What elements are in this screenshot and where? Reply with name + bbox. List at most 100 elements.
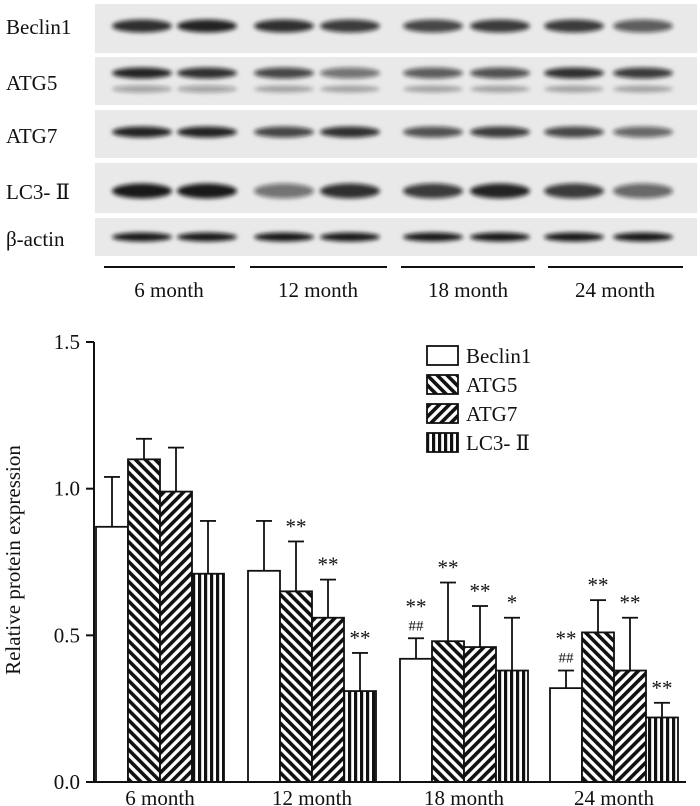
blot-band [254,126,314,138]
blot-band [613,183,673,199]
blot-band [403,183,463,199]
significance-star: ** [350,626,371,650]
bar-atg7-4 [613,669,647,783]
blot-band [177,85,237,93]
significance-star: ** [318,553,339,577]
y-tick-label: 0.5 [54,623,80,647]
blot-row-label-atg5: ATG5 [6,71,57,95]
blot-band [544,232,604,242]
blot-strip [95,57,697,105]
blot-band [254,232,314,242]
blot-band [403,85,463,93]
blot-band [112,183,172,199]
blot-group-label-24-month: 24 month [575,278,655,302]
significance-star: ** [438,556,459,580]
significance-star: ** [406,594,427,618]
blot-band [177,19,237,33]
blot-band [544,19,604,33]
blot-group-label-12-month: 12 month [278,278,358,302]
legend-swatch [426,345,459,366]
significance-star: ** [652,676,673,700]
blot-band [177,232,237,242]
bar-atg5-3 [431,640,465,783]
y-axis-label: Relative protein expression [1,445,25,675]
blot-band [254,19,314,33]
legend-swatch [426,403,459,424]
bar-lc3-1 [191,572,225,783]
bar-atg5-1 [127,458,161,783]
y-tick-label: 1.0 [54,477,80,501]
blot-row-label-beclin1: Beclin1 [6,15,71,39]
blot-band [403,232,463,242]
bar-atg7-2 [311,616,345,783]
blot-band [320,126,380,138]
legend-swatch [426,374,459,395]
bar-atg7-1 [159,490,193,783]
significance-hash: ## [409,618,425,634]
blot-band [613,126,673,138]
western-blot-panel: Beclin1 ATG5 ATG7 LC3- Ⅱ β-actin 6 month… [6,4,697,302]
blot-band [112,232,172,242]
blot-group-label-18-month: 18 month [428,278,508,302]
bar-atg5-4 [581,631,615,783]
significance-star: ** [470,579,491,603]
bar-atg5-2 [279,590,313,783]
blot-band [403,126,463,138]
blot-row-label-lc3: LC3- Ⅱ [6,180,70,204]
blot-group-label-6-month: 6 month [134,278,204,302]
blot-band [177,67,237,79]
blot-band [320,67,380,79]
x-tick-label: 6 month [125,786,195,806]
x-tick-label: 18 month [424,786,504,806]
blot-band [470,183,530,199]
significance-star: ** [588,573,609,597]
blot-row-label-atg7: ATG7 [6,124,57,148]
blot-band [403,67,463,79]
significance-star: ** [286,514,307,538]
blot-band [177,183,237,199]
blot-band [470,85,530,93]
blot-band [613,67,673,79]
legend-swatch [426,432,459,453]
blot-band [254,183,314,199]
y-tick-label: 1.5 [54,330,80,354]
significance-star: * [507,591,518,615]
bar-beclin1-2 [247,569,281,783]
blot-row-label-beta-actin: β-actin [6,227,65,251]
blot-band [254,67,314,79]
blot-band [320,85,380,93]
blot-band [470,126,530,138]
blot-band [320,19,380,33]
x-tick-label: 24 month [574,786,654,806]
blot-band [320,183,380,199]
y-tick-label: 0.0 [54,770,80,794]
blot-band [544,67,604,79]
significance-star: ** [620,591,641,615]
legend-label: Beclin1 [466,344,531,368]
blot-band [177,126,237,138]
x-tick-label: 12 month [272,786,352,806]
blot-band [112,19,172,33]
bar-chart: ********##**** ***##****** 0.00.51.01.5 6… [1,330,686,806]
bar-beclin1-1 [95,525,129,783]
blot-band [112,85,172,93]
bar-beclin1-3 [399,657,433,783]
significance-hash: ## [559,651,575,667]
blot-band [112,126,172,138]
bar-lc3-2 [343,690,377,783]
bar-lc3-4 [645,716,679,783]
legend-label: ATG5 [466,373,517,397]
bar-atg7-3 [463,646,497,783]
blot-band [470,19,530,33]
blot-band [320,232,380,242]
significance-star: ** [556,627,577,651]
blot-band [613,232,673,242]
blot-band [544,126,604,138]
legend-label: LC3- Ⅱ [466,431,530,455]
blot-band [544,183,604,199]
blot-band [613,85,673,93]
blot-band [470,232,530,242]
blot-band [403,19,463,33]
blot-band [544,85,604,93]
bar-lc3-3 [495,669,529,783]
